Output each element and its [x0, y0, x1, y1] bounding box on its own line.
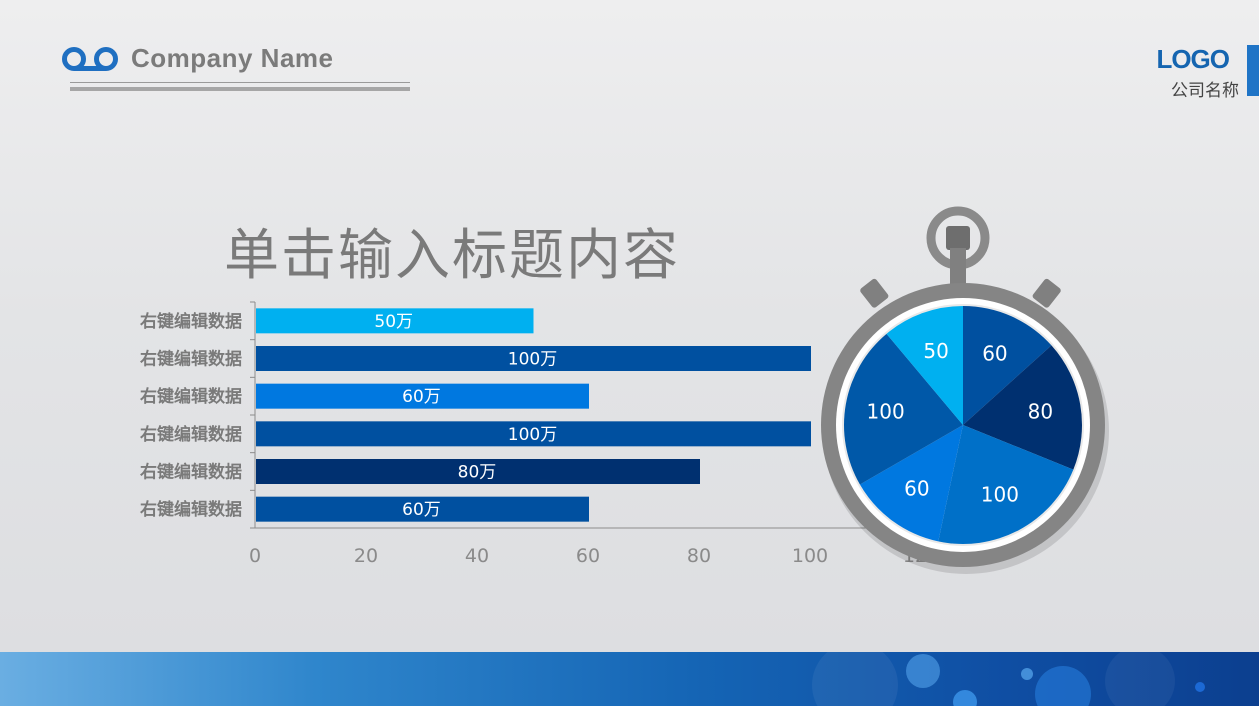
- x-tick-label: 60: [576, 545, 600, 567]
- stopwatch-crown-button: [946, 226, 970, 250]
- logo: LOGO: [1156, 44, 1230, 74]
- pie-slice-label: 50: [923, 339, 948, 363]
- stopwatch-stem: [950, 248, 966, 288]
- category-label: 右键编辑数据: [140, 499, 242, 520]
- x-tick-label: 0: [249, 545, 261, 567]
- footer-bubble: [812, 652, 898, 706]
- company-name: Company Name: [131, 43, 334, 73]
- footer-bubble: [1195, 682, 1205, 692]
- pie-slice-label: 100: [981, 482, 1019, 506]
- bar[interactable]: [256, 421, 811, 447]
- pie-slice-label: 60: [904, 477, 929, 501]
- x-tick-label: 80: [687, 545, 711, 567]
- footer-bubble: [1105, 652, 1175, 706]
- bar-data-label: 100万: [508, 425, 557, 445]
- bar-data-label: 50万: [374, 312, 413, 332]
- bar-data-label: 80万: [458, 463, 497, 483]
- category-label: 右键编辑数据: [140, 311, 242, 332]
- bar-data-label: 60万: [402, 387, 441, 407]
- category-label: 右键编辑数据: [140, 386, 242, 407]
- footer-bubble: [1021, 668, 1033, 680]
- bar[interactable]: [256, 308, 534, 334]
- pie-slice[interactable]: [859, 425, 963, 542]
- bar[interactable]: [256, 346, 811, 371]
- footer-bubble: [953, 690, 977, 706]
- header-divider-thin: [70, 82, 410, 83]
- voicemail-icon: [62, 47, 118, 71]
- pie-slice-label: 60: [982, 341, 1007, 365]
- bar[interactable]: [256, 383, 589, 409]
- bar-data-label: 100万: [508, 350, 557, 370]
- pie-slice[interactable]: [963, 345, 1082, 470]
- stopwatch-side-button-right: [1032, 278, 1061, 308]
- category-label: 右键编辑数据: [140, 462, 242, 483]
- bar[interactable]: [256, 496, 589, 522]
- bar-data-label: 60万: [402, 500, 441, 520]
- footer-bubble: [906, 654, 940, 688]
- stopwatch-button-shape: [860, 278, 889, 308]
- stopwatch-side-button-left: [860, 278, 889, 308]
- pie-slice[interactable]: [844, 333, 963, 485]
- bar[interactable]: [256, 459, 700, 484]
- pie-slice[interactable]: [963, 306, 1052, 425]
- category-label: 右键编辑数据: [140, 424, 242, 445]
- x-tick-label: 20: [354, 545, 378, 567]
- pie-slice[interactable]: [938, 425, 1074, 544]
- x-tick-label: 40: [465, 545, 489, 567]
- header-divider-thick: [70, 87, 410, 91]
- category-label: 右键编辑数据: [140, 349, 242, 370]
- logo-accent-bar: [1247, 45, 1259, 96]
- pie-slice-label: 100: [867, 399, 905, 423]
- slide-title[interactable]: 单击输入标题内容: [224, 223, 681, 287]
- stopwatch-button-shape: [1032, 278, 1061, 308]
- pie-slice-label: 80: [1028, 399, 1053, 423]
- x-tick-label: 100: [792, 545, 828, 567]
- pie-slice[interactable]: [886, 306, 963, 425]
- footer-band: [0, 652, 1259, 706]
- logo-subtitle: 公司名称: [1171, 81, 1239, 101]
- footer-bubble: [1035, 666, 1091, 706]
